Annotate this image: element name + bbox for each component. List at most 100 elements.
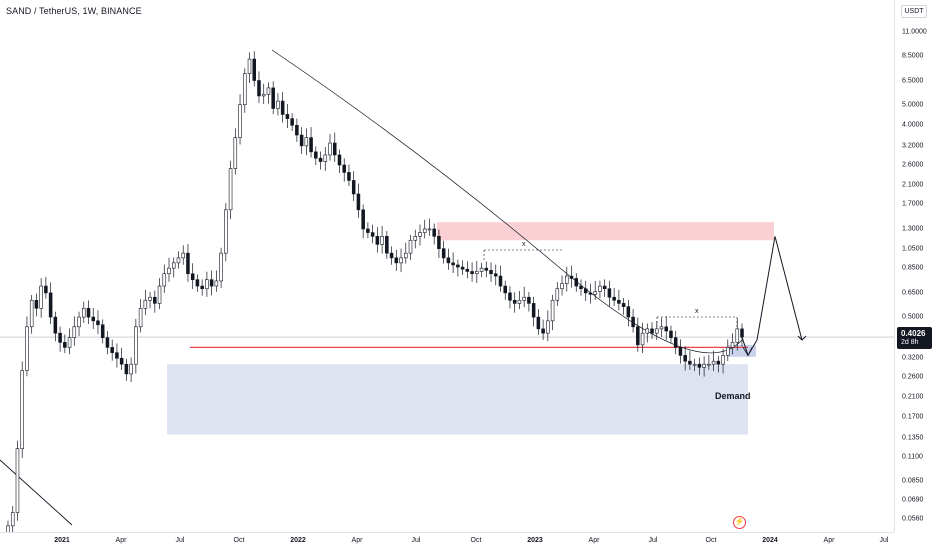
candle[interactable] xyxy=(228,160,233,220)
candle[interactable] xyxy=(72,316,77,346)
candle[interactable] xyxy=(460,260,465,275)
candle[interactable] xyxy=(394,249,399,271)
candle[interactable] xyxy=(86,300,91,324)
candle[interactable] xyxy=(527,291,531,312)
candle[interactable] xyxy=(252,51,257,87)
lightning-icon[interactable]: ⚡ xyxy=(733,516,746,529)
candle[interactable] xyxy=(636,317,640,352)
candle[interactable] xyxy=(404,242,408,264)
candle[interactable] xyxy=(456,259,460,277)
candle[interactable] xyxy=(385,230,389,259)
candle[interactable] xyxy=(148,291,152,309)
candle[interactable] xyxy=(621,298,626,315)
candle[interactable] xyxy=(247,52,252,83)
candle[interactable] xyxy=(475,261,479,284)
candle[interactable] xyxy=(171,257,176,278)
candle[interactable] xyxy=(588,283,593,304)
symbol-label[interactable]: SAND / TetherUS, 1W, BINANCE xyxy=(6,6,142,16)
candle[interactable] xyxy=(39,278,43,318)
candle[interactable] xyxy=(726,339,730,362)
candle[interactable] xyxy=(673,330,678,355)
candle[interactable] xyxy=(214,270,219,292)
candle[interactable] xyxy=(138,299,143,333)
candle[interactable] xyxy=(63,334,67,354)
candle[interactable] xyxy=(181,245,185,265)
candle[interactable] xyxy=(707,354,711,370)
candle[interactable] xyxy=(143,289,148,316)
candle[interactable] xyxy=(678,339,683,364)
candle[interactable] xyxy=(342,158,346,182)
candle[interactable] xyxy=(408,234,413,261)
candle[interactable] xyxy=(451,252,455,274)
candle[interactable] xyxy=(276,93,280,116)
candle[interactable] xyxy=(81,301,86,323)
candle[interactable] xyxy=(503,280,507,300)
candle[interactable] xyxy=(493,264,498,286)
candle[interactable] xyxy=(479,262,484,278)
candle[interactable] xyxy=(280,91,285,123)
candle[interactable] xyxy=(91,307,96,329)
candle[interactable] xyxy=(200,279,204,296)
candle[interactable] xyxy=(176,251,181,269)
candle[interactable] xyxy=(58,326,62,352)
candle[interactable] xyxy=(134,318,138,374)
candle[interactable] xyxy=(370,224,375,244)
candle[interactable] xyxy=(669,325,673,344)
candle[interactable] xyxy=(299,127,304,154)
time-scale[interactable] xyxy=(0,532,894,550)
candle[interactable] xyxy=(10,505,15,532)
candle[interactable] xyxy=(309,127,313,158)
candle[interactable] xyxy=(77,311,81,337)
candle[interactable] xyxy=(224,203,228,262)
candle[interactable] xyxy=(53,311,58,342)
candle[interactable] xyxy=(219,247,223,288)
candle[interactable] xyxy=(34,293,39,317)
candle[interactable] xyxy=(716,355,721,373)
candle[interactable] xyxy=(389,246,394,265)
candle[interactable] xyxy=(546,310,550,342)
candle[interactable] xyxy=(536,309,541,335)
candle[interactable] xyxy=(437,229,441,258)
candle[interactable] xyxy=(119,347,124,370)
candle[interactable] xyxy=(631,309,635,333)
candle[interactable] xyxy=(465,261,470,279)
price-chart[interactable] xyxy=(0,0,894,532)
candle[interactable] xyxy=(375,227,380,253)
candle[interactable] xyxy=(337,149,342,174)
candle[interactable] xyxy=(522,286,526,308)
candle[interactable] xyxy=(484,261,489,278)
candle[interactable] xyxy=(332,132,337,162)
candle[interactable] xyxy=(645,323,650,343)
candle[interactable] xyxy=(740,323,744,347)
candle[interactable] xyxy=(697,357,702,376)
candle[interactable] xyxy=(721,348,725,374)
candle[interactable] xyxy=(531,296,536,327)
candle[interactable] xyxy=(153,290,157,313)
candle[interactable] xyxy=(6,520,10,532)
candle[interactable] xyxy=(238,94,242,145)
candle[interactable] xyxy=(271,81,275,115)
candle[interactable] xyxy=(110,339,114,361)
candle[interactable] xyxy=(711,350,716,372)
candle[interactable] xyxy=(314,146,318,166)
candle[interactable] xyxy=(243,68,247,113)
candle[interactable] xyxy=(692,358,697,372)
candle[interactable] xyxy=(569,265,574,288)
candle[interactable] xyxy=(512,292,517,313)
currency-button[interactable]: USDT xyxy=(901,5,927,18)
candle[interactable] xyxy=(29,294,34,334)
candle[interactable] xyxy=(105,330,110,355)
candle[interactable] xyxy=(555,282,560,306)
candle[interactable] xyxy=(361,204,365,239)
candle[interactable] xyxy=(702,356,706,377)
candle[interactable] xyxy=(44,276,48,299)
candle[interactable] xyxy=(366,222,370,239)
candle[interactable] xyxy=(380,225,384,254)
candle[interactable] xyxy=(432,223,436,245)
candle[interactable] xyxy=(266,82,271,104)
candle[interactable] xyxy=(517,291,522,310)
candle[interactable] xyxy=(157,278,162,310)
candle[interactable] xyxy=(427,218,432,236)
candle[interactable] xyxy=(295,118,299,142)
candle[interactable] xyxy=(422,219,427,239)
